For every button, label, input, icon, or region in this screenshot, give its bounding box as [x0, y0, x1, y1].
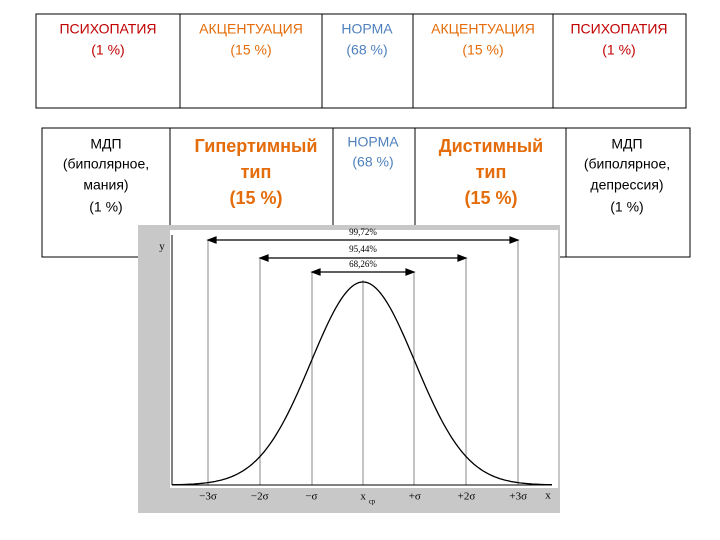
cell-text: (15 %)	[464, 188, 517, 208]
x-label: −2σ	[251, 491, 269, 503]
cell-text: МДП	[611, 136, 642, 152]
plot-area	[170, 230, 558, 488]
cell-text: депрессия)	[590, 177, 663, 193]
x-label: +3σ	[509, 491, 527, 503]
cell-text: Дистимный	[439, 136, 543, 156]
cell-text: НОРМА	[347, 134, 399, 150]
normal-distribution-figure: 99,72% 95,44% 68,26% y x ср −3σ −2σ −σ x +σ +…	[138, 225, 560, 513]
cell-text: НОРМА	[341, 21, 393, 37]
cell-text: (1 %)	[602, 42, 635, 58]
sigma-lines	[207, 240, 519, 485]
x-label: −3σ	[199, 491, 217, 503]
cell-text: МДП	[90, 136, 121, 152]
cell-text: Гипертимный	[195, 136, 318, 156]
x-label: +σ	[409, 491, 421, 503]
cell-text: тип	[241, 162, 272, 182]
cell-text: АКЦЕНТУАЦИЯ	[431, 21, 535, 37]
interval-label: 68,26%	[349, 259, 377, 269]
cell-text: (1 %)	[610, 199, 643, 215]
cell-text: тип	[476, 162, 507, 182]
cell-text: ПСИХОПАТИЯ	[59, 21, 156, 37]
cell-text: (биполярное,	[584, 156, 670, 172]
interval-label: 95,44%	[349, 244, 377, 254]
cell-text: мания)	[83, 177, 128, 193]
x-label: +2σ	[458, 491, 476, 503]
cell-text: (1 %)	[91, 42, 124, 58]
cell-text: (1 %)	[89, 199, 122, 215]
x-label: −σ	[305, 491, 317, 503]
cell-text: ПСИХОПАТИЯ	[570, 21, 667, 37]
bell-curve	[171, 281, 552, 486]
x-axis-label: x	[545, 490, 551, 502]
cell-text: (15 %)	[230, 42, 271, 58]
y-axis-label: y	[159, 241, 165, 253]
mean-subscript: ср	[369, 498, 376, 506]
cell-text: (15 %)	[229, 188, 282, 208]
cell-text: АКЦЕНТУАЦИЯ	[199, 21, 303, 37]
interval-arrows	[206, 236, 520, 276]
cell-text: (биполярное,	[63, 156, 149, 172]
cell-text: (68 %)	[352, 154, 393, 170]
cell-text: (15 %)	[462, 42, 503, 58]
interval-label: 99,72%	[349, 227, 377, 237]
table-top-frame	[35, 13, 687, 109]
cell-text: (68 %)	[346, 42, 387, 58]
x-label: x	[360, 491, 366, 503]
